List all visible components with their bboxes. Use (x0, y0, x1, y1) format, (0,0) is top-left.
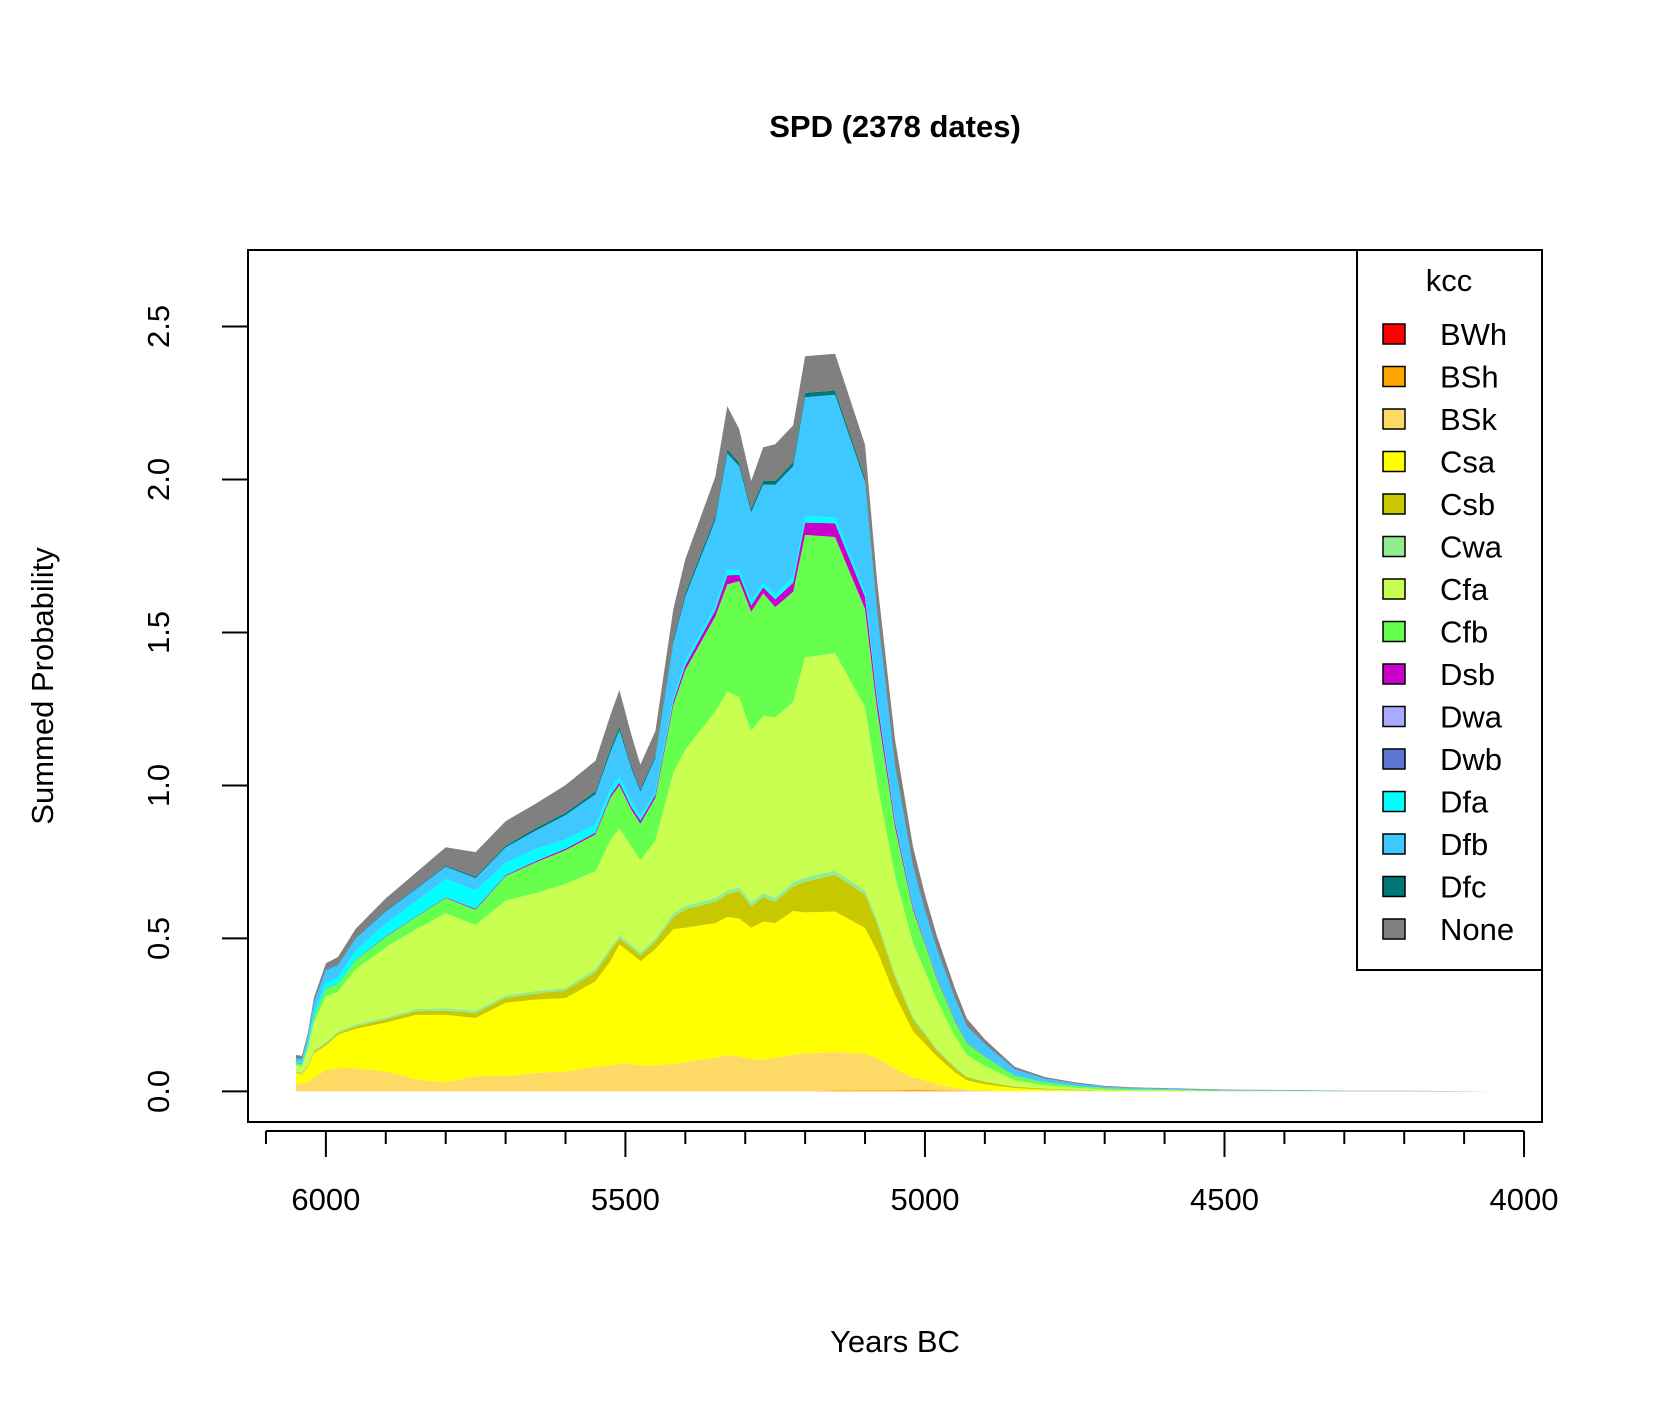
legend-label-cfa: Cfa (1440, 572, 1489, 607)
legend-label-dwb: Dwb (1440, 742, 1502, 777)
y-axis-title: Summed Probability (25, 547, 60, 825)
area-series-group (295, 353, 1495, 1092)
legend-swatch-dfb (1382, 833, 1406, 855)
legend-label-bwh: BWh (1440, 317, 1507, 352)
legend-swatch-dwb (1382, 748, 1406, 770)
legend-label-none: None (1440, 912, 1514, 947)
legend-swatch-csa (1382, 450, 1406, 473)
legend-swatch-bwh (1382, 323, 1406, 345)
legend-swatch-csb (1382, 493, 1406, 515)
legend-label-bsk: BSk (1440, 402, 1497, 437)
legend-swatch-bsk (1382, 408, 1406, 430)
legend-label-csa: Csa (1440, 445, 1496, 480)
y-tick-label: 1.0 (141, 764, 176, 807)
legend-label-dsb: Dsb (1440, 657, 1495, 692)
area-series-csa (295, 910, 1495, 1092)
legend-box (1356, 249, 1543, 971)
x-axis-title: Years BC (830, 1324, 960, 1359)
area-series-csb (295, 874, 1495, 1092)
legend-label-cfb: Cfb (1440, 615, 1488, 650)
legend-label-dfb: Dfb (1440, 827, 1488, 862)
legend-label-dfa: Dfa (1440, 785, 1489, 820)
legend-label-csb: Csb (1440, 487, 1495, 522)
chart-title: SPD (2378 dates) (769, 109, 1021, 144)
x-tick-label: 4500 (1190, 1182, 1259, 1217)
legend-label-cwa: Cwa (1440, 530, 1503, 565)
legend-swatch-bsh (1382, 365, 1406, 388)
y-tick-label: 0.5 (141, 917, 176, 960)
x-tick-label: 5500 (591, 1182, 660, 1217)
legend-swatch-cwa (1382, 535, 1406, 558)
y-axis: 0.0 0.5 1.0 1.5 2.0 2.5 (141, 305, 249, 1113)
legend-swatch-dfa (1382, 790, 1406, 813)
legend: kcc BWh BSh BSk Csa Csb Cwa Cfa Cfb Dsb Dwa Dwb Dfa… (1356, 249, 1543, 971)
legend-swatch-none (1382, 918, 1406, 940)
legend-title: kcc (1426, 263, 1473, 298)
x-tick-label: 5000 (890, 1182, 959, 1217)
legend-swatch-cfa (1382, 578, 1406, 600)
x-axis: 6000 5500 5000 4500 4000 (264, 1130, 1559, 1217)
area-series-bsk (295, 1052, 1495, 1092)
legend-swatch-cfb (1382, 620, 1406, 643)
legend-swatch-dfc (1382, 875, 1406, 898)
legend-swatch-dwa (1382, 705, 1406, 728)
x-tick-label: 6000 (291, 1182, 360, 1217)
y-tick-label: 0.0 (141, 1070, 176, 1113)
y-tick-label: 2.5 (141, 305, 176, 348)
legend-label-dfc: Dfc (1440, 870, 1487, 905)
x-tick-label: 4000 (1490, 1182, 1559, 1217)
y-tick-label: 1.5 (141, 611, 176, 654)
legend-swatch-dsb (1382, 663, 1406, 685)
area-series-bsh (295, 1089, 1495, 1092)
y-tick-label: 2.0 (141, 458, 176, 501)
legend-label-bsh: BSh (1440, 360, 1499, 395)
legend-label-dwa: Dwa (1440, 700, 1503, 735)
